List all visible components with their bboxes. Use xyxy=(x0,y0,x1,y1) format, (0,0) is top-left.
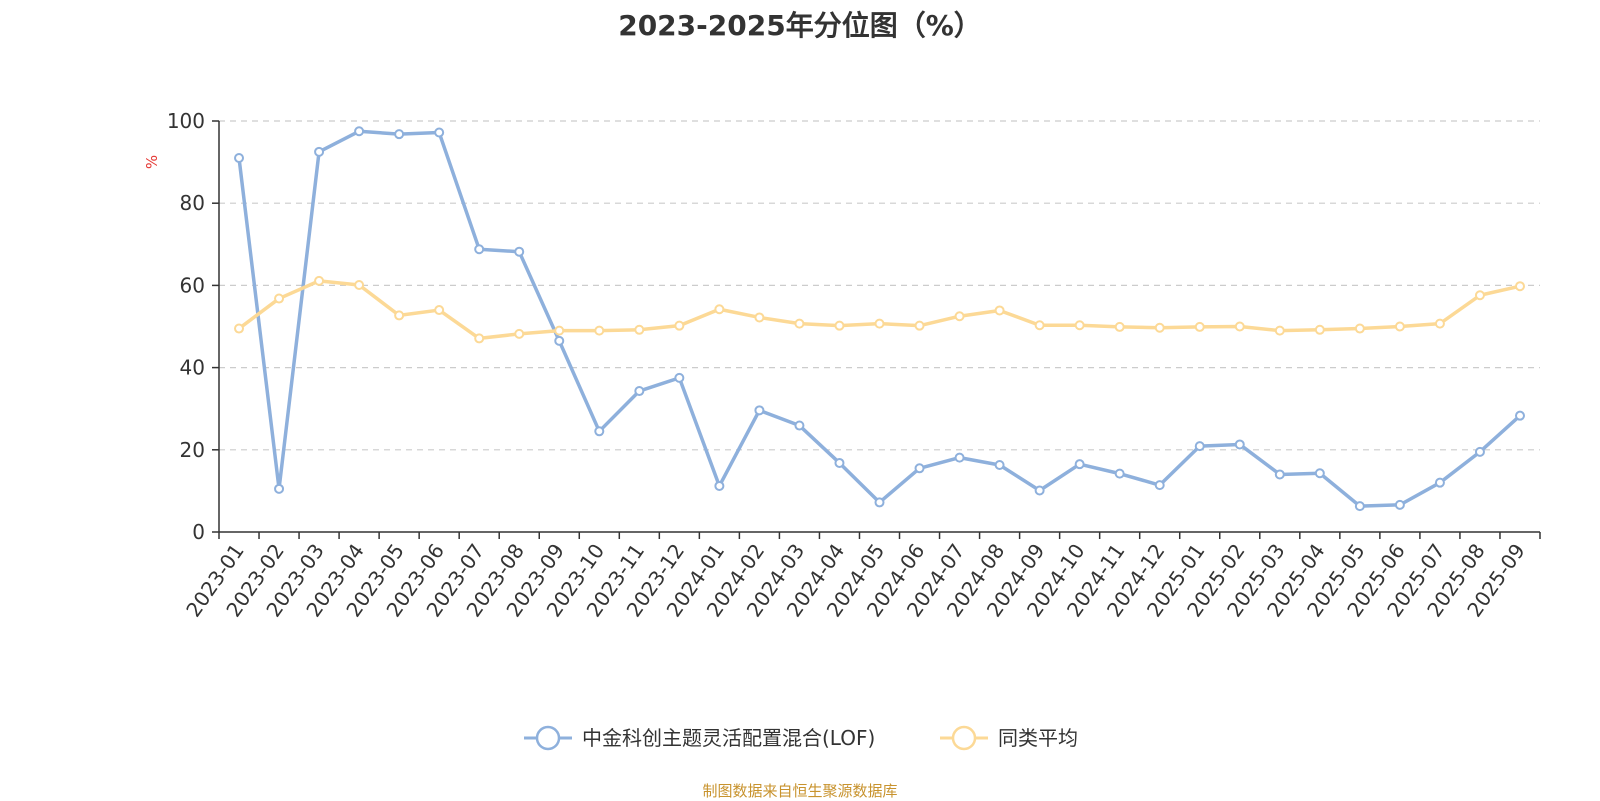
data-point xyxy=(1474,446,1485,457)
axes: 0204060801002023-012023-022023-032023-04… xyxy=(167,109,1541,621)
source-note: 制图数据来自恒生聚源数据库 xyxy=(702,782,898,800)
data-point xyxy=(754,405,765,416)
legend-item: 中金科创主题灵活配置混合(LOF) xyxy=(524,725,875,751)
data-point xyxy=(1434,318,1445,329)
data-point xyxy=(674,372,685,383)
data-point xyxy=(1434,477,1445,488)
data-point xyxy=(1074,459,1085,470)
data-point xyxy=(1314,324,1325,335)
gridlines xyxy=(219,120,1540,451)
y-tick-label: 0 xyxy=(192,520,205,544)
data-point xyxy=(274,293,285,304)
data-point xyxy=(994,305,1005,316)
data-point xyxy=(994,460,1005,471)
legend-marker-icon xyxy=(951,725,977,751)
chart-title: 2023-2025年分位图（%） xyxy=(618,9,982,42)
data-point xyxy=(754,312,765,323)
data-point xyxy=(954,452,965,463)
data-point xyxy=(474,333,485,344)
data-point xyxy=(1034,320,1045,331)
data-point xyxy=(394,129,405,140)
data-point xyxy=(474,244,485,255)
data-point xyxy=(1034,485,1045,496)
data-point xyxy=(394,310,405,321)
legend-label: 中金科创主题灵活配置混合(LOF) xyxy=(582,726,875,750)
data-point xyxy=(1314,468,1325,479)
data-point xyxy=(1114,468,1125,479)
data-point xyxy=(1194,441,1205,452)
y-tick-label: 60 xyxy=(180,273,205,297)
data-point xyxy=(914,320,925,331)
data-point xyxy=(1154,322,1165,333)
data-point xyxy=(274,483,285,494)
data-point xyxy=(514,246,525,257)
series xyxy=(234,126,1525,512)
data-point xyxy=(1234,321,1245,332)
data-point xyxy=(314,275,325,286)
series-line xyxy=(237,279,1521,341)
data-point xyxy=(594,426,605,437)
data-point xyxy=(674,320,685,331)
legend-item: 同类平均 xyxy=(940,725,1078,751)
data-point xyxy=(794,318,805,329)
data-point xyxy=(834,457,845,468)
data-point xyxy=(794,420,805,431)
data-point xyxy=(954,311,965,322)
data-point xyxy=(554,335,565,346)
data-point xyxy=(1514,410,1525,421)
y-axis-unit-label: % xyxy=(143,155,161,169)
data-point xyxy=(354,126,365,137)
data-point xyxy=(594,325,605,336)
data-point xyxy=(314,146,325,157)
data-point xyxy=(634,386,645,397)
data-point xyxy=(1474,290,1485,301)
y-tick-label: 100 xyxy=(167,109,205,133)
y-tick-label: 20 xyxy=(180,438,205,462)
data-point xyxy=(634,324,645,335)
data-point xyxy=(914,463,925,474)
data-point xyxy=(1194,321,1205,332)
data-point xyxy=(354,279,365,290)
data-point xyxy=(714,480,725,491)
data-point xyxy=(434,305,445,316)
data-point xyxy=(1274,325,1285,336)
data-point xyxy=(234,323,245,334)
data-point xyxy=(1274,469,1285,480)
data-point xyxy=(1394,321,1405,332)
data-point xyxy=(1394,499,1405,510)
legend-marker-icon xyxy=(535,725,561,751)
data-point xyxy=(1354,323,1365,334)
data-point xyxy=(714,304,725,315)
y-tick-label: 80 xyxy=(180,191,205,215)
data-point xyxy=(834,320,845,331)
data-point xyxy=(554,325,565,336)
data-point xyxy=(1234,439,1245,450)
data-point xyxy=(434,127,445,138)
data-point xyxy=(1354,501,1365,512)
data-point xyxy=(874,497,885,508)
legend-label: 同类平均 xyxy=(998,726,1078,750)
legend: 中金科创主题灵活配置混合(LOF) 同类平均 xyxy=(524,725,1078,751)
data-point xyxy=(874,318,885,329)
data-point xyxy=(1074,320,1085,331)
data-point xyxy=(1514,281,1525,292)
data-point xyxy=(1154,480,1165,491)
y-tick-label: 40 xyxy=(180,356,205,380)
data-point xyxy=(514,328,525,339)
data-point xyxy=(1114,321,1125,332)
data-point xyxy=(234,152,245,163)
